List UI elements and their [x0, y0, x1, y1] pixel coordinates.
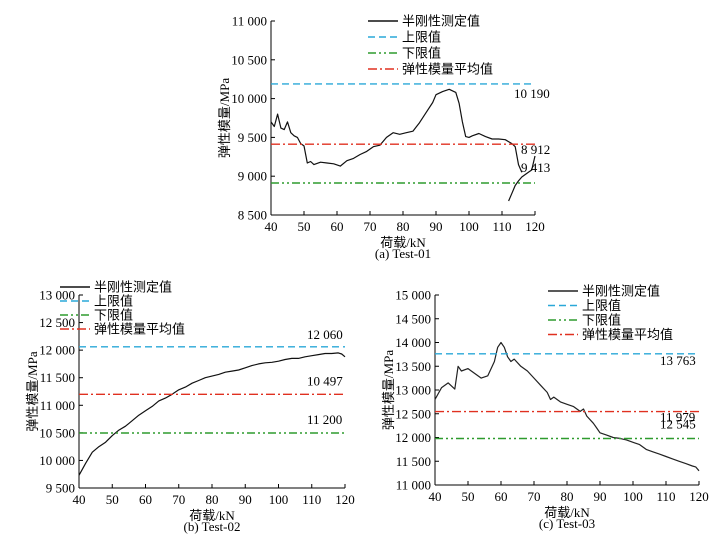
chart-caption: (b) Test-02	[184, 519, 241, 534]
y-tick-label: 10 000	[39, 453, 75, 468]
y-tick-label: 10 500	[231, 52, 267, 67]
legend-entry: 半刚性测定值	[582, 284, 660, 299]
y-tick-label: 10 500	[39, 425, 75, 440]
legend-entry: 弹性模量平均值	[582, 327, 673, 342]
y-tick-label: 11 500	[40, 370, 75, 385]
legend-entry: 上限值	[582, 298, 621, 313]
x-tick-label: 90	[239, 492, 252, 507]
x-tick-label: 40	[429, 489, 442, 504]
value-annotation: 12 060	[307, 327, 343, 342]
x-tick-label: 100	[269, 492, 289, 507]
x-tick-label: 80	[561, 489, 574, 504]
y-tick-label: 12 500	[395, 406, 431, 421]
x-tick-label: 110	[492, 219, 511, 234]
y-tick-label: 15 000	[395, 288, 431, 303]
legend-entry: 半刚性测定值	[94, 280, 172, 295]
y-tick-label: 13 000	[39, 288, 75, 303]
y-tick-label: 13 500	[395, 359, 431, 374]
y-tick-label: 11 000	[396, 478, 431, 493]
x-tick-label: 50	[298, 219, 311, 234]
x-tick-label: 100	[459, 219, 479, 234]
value-annotation: 11 200	[307, 412, 342, 427]
y-tick-label: 9 000	[238, 169, 267, 184]
legend-entry: 下限值	[402, 46, 441, 61]
value-annotation: 9 413	[521, 160, 550, 175]
x-tick-label: 40	[265, 219, 278, 234]
chart-caption: (a) Test-01	[375, 246, 431, 261]
x-tick-label: 40	[73, 492, 86, 507]
y-tick-label: 10 000	[231, 91, 267, 106]
x-tick-label: 80	[397, 219, 410, 234]
y-tick-label: 9 500	[238, 130, 267, 145]
x-tick-label: 110	[302, 492, 321, 507]
x-tick-label: 70	[528, 489, 541, 504]
y-axis-label: 弹性模量/MPa	[25, 351, 40, 431]
x-axis-label: 荷载/kN	[189, 508, 235, 523]
value-annotation: 10 190	[514, 86, 550, 101]
legend-entry: 上限值	[94, 294, 133, 309]
x-tick-label: 60	[139, 492, 152, 507]
y-tick-label: 14 500	[395, 311, 431, 326]
legend-entry: 弹性模量平均值	[94, 322, 185, 337]
y-tick-label: 11 000	[40, 398, 75, 413]
x-tick-label: 50	[462, 489, 475, 504]
y-axis-label: 弹性模量/MPa	[217, 78, 232, 158]
value-annotation: 10 497	[307, 373, 343, 388]
x-tick-label: 120	[335, 492, 355, 507]
y-axis-label: 弹性模量/MPa	[381, 350, 396, 430]
chart-test-01: 8 500 9 000 9 500 10 000 10 500 11 000 40 50 60 7…	[217, 14, 550, 262]
legend-entry: 弹性模量平均值	[402, 62, 493, 77]
series-line-measured	[78, 352, 346, 476]
x-tick-label: 90	[594, 489, 607, 504]
y-tick-label: 8 500	[238, 208, 267, 223]
value-annotation: 12 545	[660, 416, 696, 431]
y-tick-label: 14 000	[395, 335, 431, 350]
chart-caption: (c) Test-03	[539, 516, 595, 531]
x-tick-label: 90	[430, 219, 443, 234]
x-tick-label: 120	[525, 219, 545, 234]
series-line-measured	[508, 155, 536, 202]
legend-entry: 下限值	[94, 308, 133, 323]
series-line-measured	[434, 341, 700, 472]
legend-entry: 下限值	[582, 313, 621, 328]
y-tick-label: 13 000	[395, 383, 431, 398]
legend-entry: 上限值	[402, 30, 441, 45]
chart-test-02: 9 500 10 000 10 500 11 000 11 500 12 000 12 50…	[25, 280, 355, 535]
legend-entry: 半刚性测定值	[402, 14, 480, 29]
value-annotation: 8 912	[521, 142, 550, 157]
value-annotation: 11 979	[660, 410, 695, 425]
x-tick-label: 60	[495, 489, 508, 504]
y-tick-label: 9 500	[46, 481, 75, 496]
x-axis-label: 荷载/kN	[380, 235, 426, 250]
x-tick-label: 100	[623, 489, 643, 504]
x-tick-label: 70	[364, 219, 377, 234]
value-annotation: 13 763	[660, 353, 696, 368]
y-tick-label: 11 000	[232, 14, 267, 29]
y-tick-label: 12 500	[39, 315, 75, 330]
y-tick-label: 12 000	[395, 430, 431, 445]
x-tick-label: 50	[106, 492, 119, 507]
x-tick-label: 70	[172, 492, 185, 507]
x-tick-label: 120	[689, 489, 709, 504]
x-tick-label: 60	[331, 219, 344, 234]
x-tick-label: 110	[656, 489, 675, 504]
x-axis-label: 荷载/kN	[544, 505, 590, 520]
x-tick-label: 80	[206, 492, 219, 507]
chart-test-03: 11 000 11 500 12 000 12 500 13 000 13 500 14 0…	[381, 284, 709, 532]
y-tick-label: 11 500	[396, 454, 431, 469]
y-tick-label: 12 000	[39, 343, 75, 358]
series-line-measured	[270, 88, 523, 173]
